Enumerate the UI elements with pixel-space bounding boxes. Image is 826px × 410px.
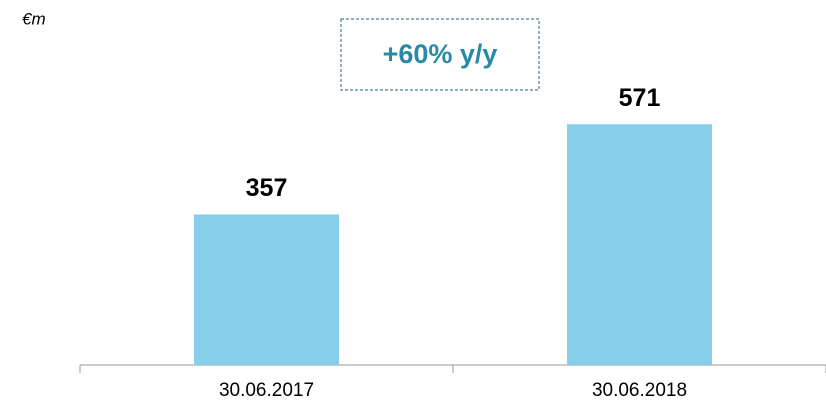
value-label: 571 — [619, 84, 661, 112]
bar — [194, 214, 339, 365]
x-tick-label: 30.06.2017 — [219, 380, 314, 401]
annotation-box — [340, 18, 540, 91]
bar — [567, 124, 712, 365]
x-tick-label: 30.06.2018 — [592, 380, 687, 401]
unit-label: €m — [22, 9, 46, 28]
annotation: +60% y/y — [383, 39, 498, 69]
value-label: 357 — [246, 174, 288, 202]
